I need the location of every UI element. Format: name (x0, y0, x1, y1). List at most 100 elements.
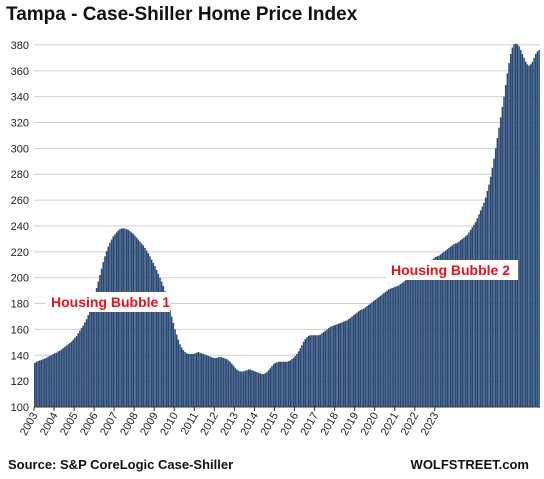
bar (95, 288, 98, 407)
bar (145, 250, 148, 407)
bar (65, 345, 68, 407)
bar (386, 290, 388, 407)
bar (54, 353, 56, 407)
bar (388, 289, 390, 407)
bar (371, 302, 373, 407)
bar (134, 235, 136, 407)
x-tick-label: 2023 (419, 411, 442, 438)
bar (39, 360, 41, 407)
bar (302, 341, 305, 407)
bar (60, 349, 63, 407)
bar (307, 335, 310, 407)
bar (117, 230, 120, 407)
bar (481, 206, 484, 407)
bar (367, 304, 370, 407)
bar (429, 260, 432, 407)
bar (249, 369, 251, 407)
y-tick-label: 320 (11, 118, 29, 130)
bar (291, 359, 293, 407)
bar (506, 73, 509, 407)
bar (421, 267, 423, 407)
bar (439, 254, 442, 407)
bar (364, 307, 367, 407)
bar (184, 352, 186, 407)
bar (102, 262, 105, 407)
bar (79, 330, 81, 407)
bar (361, 309, 363, 407)
x-axis: 2003200420052006200720082009201020112012… (18, 406, 540, 438)
bar (289, 360, 292, 407)
bar (72, 339, 74, 407)
bar (334, 324, 337, 407)
brand-label: WOLFSTREET.com (410, 457, 529, 472)
annotation-box (386, 260, 518, 280)
bar (35, 361, 38, 407)
bar (471, 227, 474, 407)
bar (287, 361, 290, 407)
bar (69, 342, 71, 407)
bar (534, 53, 537, 407)
bar (204, 354, 206, 407)
bar (120, 228, 123, 407)
bar (209, 356, 211, 407)
bar (52, 353, 54, 407)
bar (257, 372, 260, 407)
bar (509, 53, 512, 407)
bar (59, 350, 61, 407)
bar (164, 291, 166, 407)
bar (533, 57, 535, 408)
bar (42, 359, 44, 407)
bar (175, 334, 178, 407)
bar (428, 262, 430, 407)
bars (34, 43, 540, 408)
bar (214, 357, 216, 407)
bar (448, 247, 450, 407)
bar (449, 246, 452, 407)
bar (49, 355, 51, 407)
bar (354, 313, 357, 407)
bar (466, 235, 469, 407)
bar (483, 202, 485, 407)
bar (124, 228, 126, 407)
bar (277, 361, 280, 407)
bar (82, 325, 84, 407)
bar (272, 364, 275, 407)
bar (458, 241, 460, 407)
bar (236, 369, 238, 407)
bar (187, 353, 190, 407)
bar (347, 319, 350, 407)
bar (201, 353, 203, 407)
bar (185, 353, 188, 407)
bar (331, 326, 333, 407)
bar (222, 357, 225, 407)
bar (403, 281, 405, 407)
bar (190, 353, 193, 407)
bar (90, 306, 93, 407)
bar (64, 346, 66, 407)
bar (189, 353, 191, 407)
bar (139, 241, 141, 407)
bar (89, 311, 91, 407)
bar (396, 286, 398, 407)
bar (476, 218, 479, 407)
bar (125, 229, 128, 407)
bar (519, 50, 522, 407)
bar (155, 269, 158, 407)
bar (75, 335, 78, 407)
bar (314, 335, 317, 407)
bar (226, 359, 228, 407)
annotation-box (46, 292, 170, 312)
bar (57, 351, 59, 407)
bar (152, 262, 155, 407)
bar (332, 325, 335, 407)
bar (195, 352, 198, 407)
bar (221, 357, 223, 407)
x-tick-label: 2008 (118, 411, 141, 438)
bar (199, 352, 201, 407)
bar (37, 361, 39, 407)
bar (94, 294, 96, 407)
bar (84, 322, 86, 407)
bar (456, 242, 459, 407)
bar (468, 232, 470, 407)
y-tick-label: 140 (11, 350, 29, 362)
